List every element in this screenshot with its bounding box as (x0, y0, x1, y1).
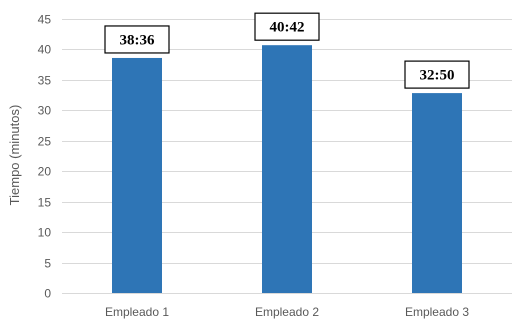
y-tick-label: 45 (38, 13, 52, 27)
y-tick-label: 35 (38, 74, 52, 88)
bar (262, 45, 312, 293)
data-labels: 38:36 40:42 32:50 (104, 12, 470, 89)
y-tick-label: 20 (38, 165, 52, 179)
bar (112, 57, 162, 293)
y-tick-label: 40 (38, 43, 52, 57)
data-label-box (404, 60, 470, 89)
y-tick-label: 5 (44, 257, 51, 271)
y-tick-label: 15 (38, 196, 52, 210)
data-label: 38:36 (120, 32, 155, 48)
y-tick-label: 0 (44, 287, 51, 301)
x-axis-ticks: Empleado 1 Empleado 2 Empleado 3 (105, 305, 469, 319)
x-tick-label: Empleado 3 (405, 305, 469, 319)
y-tick-label: 10 (38, 226, 52, 240)
y-axis-ticks: 0 5 10 15 20 25 30 35 40 45 (38, 13, 52, 301)
x-tick-label: Empleado 2 (255, 305, 319, 319)
data-label-box (104, 25, 170, 54)
y-tick-label: 25 (38, 135, 52, 149)
data-label-box (254, 12, 320, 41)
y-axis-title: Tiempo (minutos) (7, 105, 22, 206)
data-label: 40:42 (270, 20, 305, 36)
bars (112, 45, 462, 293)
data-label: 32:50 (420, 68, 455, 84)
bar (412, 93, 462, 293)
y-tick-label: 30 (38, 104, 52, 118)
x-tick-label: Empleado 1 (105, 305, 169, 319)
